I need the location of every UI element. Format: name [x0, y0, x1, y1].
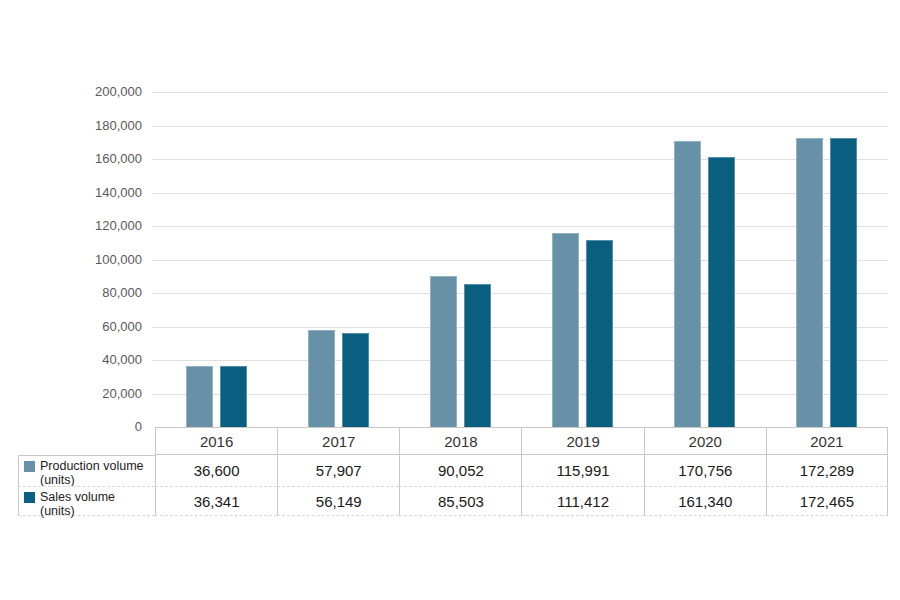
value-cell-sales-2018: 85,503 — [399, 486, 521, 516]
year-header-cell: 2020 — [644, 427, 766, 455]
gridline — [152, 394, 888, 395]
value-cell-sales-2021: 172,465 — [766, 486, 888, 516]
y-axis-tick-label: 160,000 — [0, 151, 142, 167]
bar-group-2016 — [186, 366, 247, 427]
bar-production-2017 — [308, 330, 335, 427]
y-axis-tick-label: 120,000 — [0, 218, 142, 234]
legend-label-sales: Sales volume (units) — [40, 490, 151, 518]
bar-group-2021 — [796, 138, 857, 427]
bar-sales-2018 — [464, 284, 491, 427]
value-cell-production-2017: 57,907 — [277, 455, 399, 486]
legend-label-production: Production volume (units) — [40, 459, 151, 487]
plot-area — [152, 92, 888, 427]
bar-group-2018 — [430, 276, 491, 427]
bar-production-2018 — [430, 276, 457, 427]
year-header-cell: 2017 — [277, 427, 399, 455]
bar-production-2021 — [796, 138, 823, 427]
value-cell-production-2018: 90,052 — [399, 455, 521, 486]
bar-group-2019 — [552, 233, 613, 427]
data-table: 201620172018201920202021 Production volum… — [18, 427, 888, 516]
gridline — [152, 159, 888, 160]
value-cell-production-2016: 36,600 — [155, 455, 277, 486]
bar-sales-2017 — [342, 333, 369, 427]
chart-canvas: 020,00040,00060,00080,000100,000120,0001… — [0, 0, 900, 600]
gridline — [152, 226, 888, 227]
legend-swatch-production-icon — [24, 461, 35, 472]
y-axis-tick-label: 60,000 — [0, 319, 142, 335]
gridline — [152, 360, 888, 361]
legend-cell-production: Production volume (units) — [18, 455, 155, 486]
year-header-cell: 2019 — [521, 427, 643, 455]
bar-production-2016 — [186, 366, 213, 427]
gridline — [152, 92, 888, 93]
bar-production-2019 — [552, 233, 579, 427]
bar-production-2020 — [674, 141, 701, 427]
y-axis-tick-label: 40,000 — [0, 352, 142, 368]
bar-sales-2021 — [830, 138, 857, 427]
y-axis: 020,00040,00060,00080,000100,000120,0001… — [0, 92, 142, 427]
bar-sales-2020 — [708, 157, 735, 427]
value-cell-sales-2016: 36,341 — [155, 486, 277, 516]
legend-swatch-sales-icon — [24, 492, 35, 503]
bar-group-2017 — [308, 330, 369, 427]
y-axis-tick-label: 180,000 — [0, 118, 142, 134]
value-cell-production-2019: 115,991 — [521, 455, 643, 486]
bar-sales-2016 — [220, 366, 247, 427]
year-header-cell: 2021 — [766, 427, 888, 455]
year-header-cell: 2018 — [399, 427, 521, 455]
y-axis-tick-label: 80,000 — [0, 285, 142, 301]
value-cell-production-2021: 172,289 — [766, 455, 888, 486]
year-header-cell: 2016 — [155, 427, 277, 455]
legend-cell-sales: Sales volume (units) — [18, 486, 155, 516]
gridline — [152, 126, 888, 127]
y-axis-tick-label: 20,000 — [0, 386, 142, 402]
bar-sales-2019 — [586, 240, 613, 427]
value-cell-sales-2020: 161,340 — [644, 486, 766, 516]
y-axis-tick-label: 100,000 — [0, 252, 142, 268]
bar-group-2020 — [674, 141, 735, 427]
value-cell-production-2020: 170,756 — [644, 455, 766, 486]
gridline — [152, 293, 888, 294]
y-axis-tick-label: 200,000 — [0, 84, 142, 100]
value-cell-sales-2017: 56,149 — [277, 486, 399, 516]
y-axis-tick-label: 140,000 — [0, 185, 142, 201]
gridline — [152, 327, 888, 328]
gridline — [152, 193, 888, 194]
table-corner-cell — [18, 427, 155, 455]
gridline — [152, 260, 888, 261]
value-cell-sales-2019: 111,412 — [521, 486, 643, 516]
